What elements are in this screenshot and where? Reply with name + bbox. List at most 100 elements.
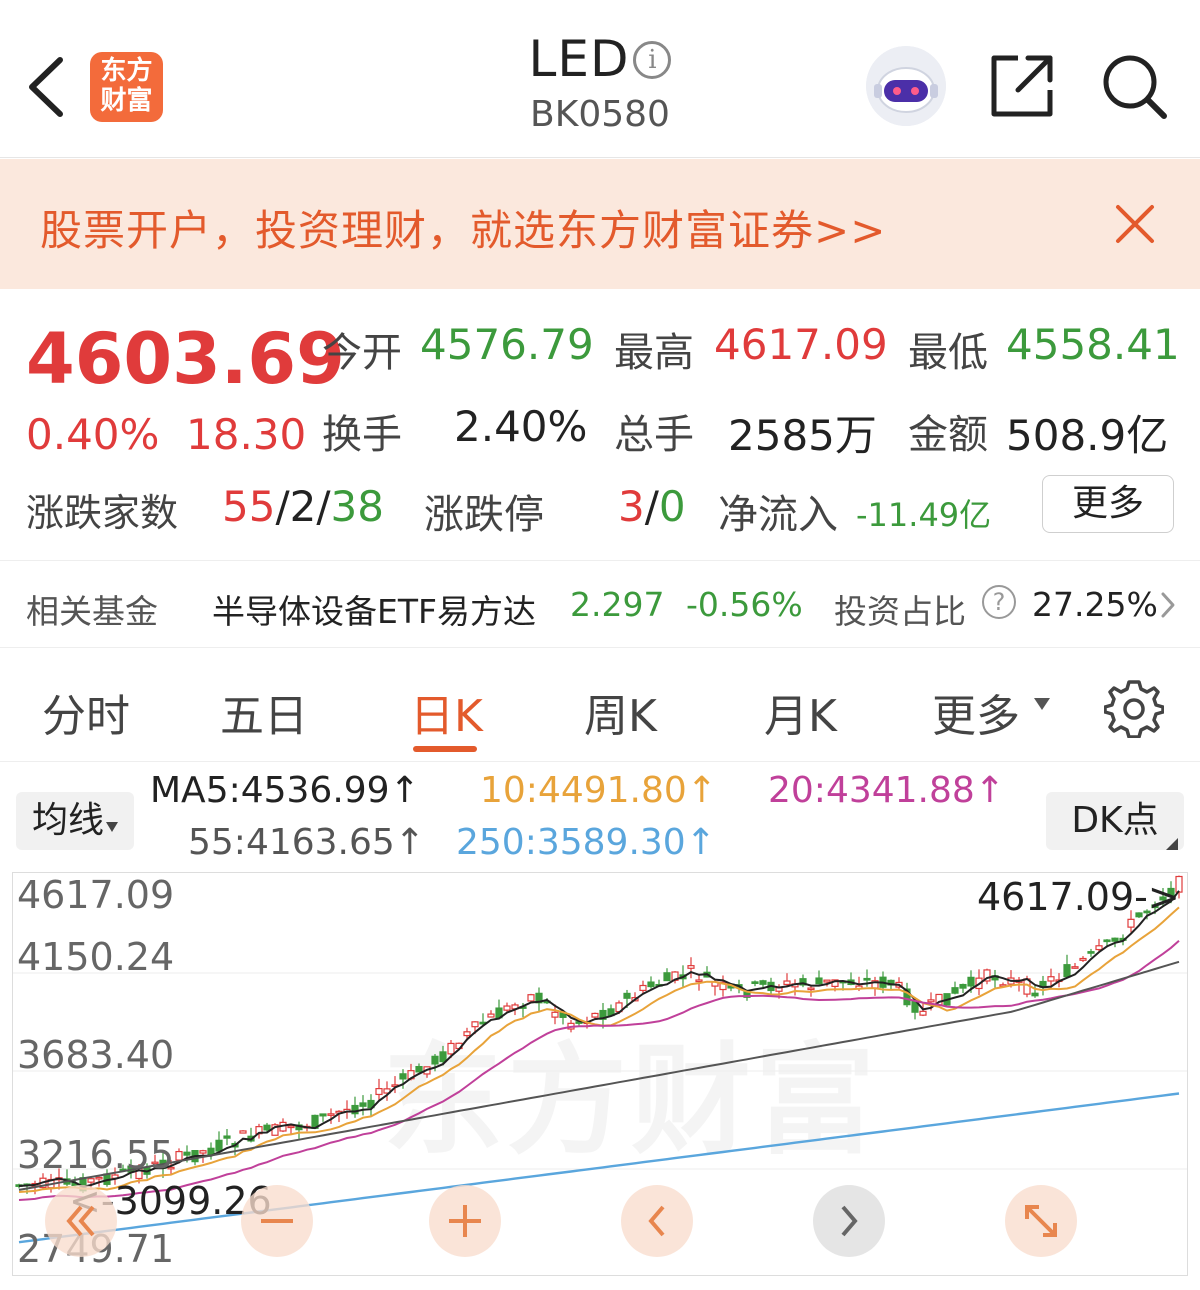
help-icon[interactable]: ?	[982, 585, 1016, 619]
tab-monthly-k[interactable]: 月K	[764, 691, 837, 742]
app-logo[interactable]: 东方 财富	[90, 52, 163, 122]
low-value: 4558.41	[1006, 320, 1180, 369]
kline-chart[interactable]: 东方财富 4617.09 4150.24 3683.40 3216.55 274…	[12, 872, 1188, 1276]
breadth-flat: 2	[289, 482, 317, 531]
info-icon[interactable]: i	[633, 41, 672, 79]
change-amount: 18.30	[186, 410, 307, 459]
limit-label: 涨跌停	[424, 492, 544, 538]
limit-sep: /	[644, 482, 659, 531]
tab-weekly-k[interactable]: 周K	[584, 691, 657, 742]
candle-body	[175, 1150, 183, 1161]
ma5-line	[18, 890, 1180, 1188]
double-left-icon	[66, 1205, 95, 1237]
low-label: 最低	[908, 330, 988, 376]
promo-banner[interactable]: 股票开户，投资理财，就选东方财富证券>>	[0, 159, 1200, 289]
candle-body	[367, 1099, 375, 1109]
candle-body	[799, 978, 807, 986]
share-icon[interactable]	[988, 52, 1056, 120]
candle-body	[151, 1161, 159, 1165]
candle-body	[503, 1005, 511, 1011]
ratio-label: 投资占比	[834, 592, 966, 631]
kline-svg	[13, 875, 1187, 1244]
volume-value: 2585万	[728, 411, 877, 460]
breadth-up: 55	[222, 482, 276, 531]
fund-change: -0.56%	[686, 585, 803, 624]
max-price-label: 4617.09	[977, 875, 1135, 919]
ma20-line	[18, 939, 1180, 1201]
minus-icon	[261, 1219, 293, 1223]
limit-values: 3/0	[618, 482, 686, 531]
candle-body	[1159, 896, 1167, 901]
caret-down-icon	[1034, 698, 1050, 710]
candle-body	[431, 1055, 439, 1065]
candle-body	[959, 983, 967, 989]
fullscreen-button[interactable]	[1005, 1185, 1077, 1257]
ma10-value: 10:4491.80↑	[480, 770, 717, 811]
left-icon	[648, 1205, 665, 1237]
y-tick-label: 3683.40	[17, 1033, 175, 1077]
scroll-left-button[interactable]	[621, 1185, 693, 1257]
ma55-line	[18, 960, 1180, 1191]
high-label: 最高	[614, 330, 694, 376]
zoom-out-button[interactable]	[241, 1185, 313, 1257]
indicator-strip	[0, 1276, 1200, 1290]
candle-body	[1167, 887, 1175, 897]
candle-body	[199, 1150, 207, 1154]
related-fund-row[interactable]: 相关基金 半导体设备ETF易方达 2.297 -0.56% 投资占比 ? 27.…	[0, 560, 1200, 648]
ma5-value: MA5:4536.99↑	[150, 770, 420, 811]
tab-five-day[interactable]: 五日	[220, 691, 308, 742]
candle-body	[223, 1135, 231, 1139]
tab-daily-k[interactable]: 日K	[410, 691, 483, 742]
netflow-value: -11.49亿	[856, 496, 992, 534]
candle-body	[447, 1042, 455, 1055]
candle-body	[807, 987, 815, 991]
candle-body	[327, 1113, 335, 1116]
candle-body	[919, 1010, 927, 1016]
y-tick-label: 4150.24	[17, 935, 175, 979]
breadth-down: 38	[330, 482, 384, 531]
candle-body	[1135, 912, 1143, 918]
zoom-in-button[interactable]	[429, 1185, 501, 1257]
chevron-right-icon[interactable]	[1160, 591, 1176, 619]
fund-name[interactable]: 半导体设备ETF易方达	[212, 592, 536, 631]
tab-intraday[interactable]: 分时	[42, 691, 130, 742]
candle-body	[1087, 951, 1095, 954]
breadth-values: 55/2/38	[222, 482, 384, 531]
candle-body	[815, 977, 823, 985]
caret-down-icon	[106, 822, 118, 832]
ma250-line	[18, 1092, 1180, 1244]
quote-panel: 4603.69 0.40% 18.30 今开 4576.79 最高 4617.0…	[0, 290, 1200, 558]
period-tabs: 分时 五日 日K 周K 月K 更多	[0, 650, 1200, 762]
gear-icon[interactable]	[1104, 678, 1164, 738]
breadth-label: 涨跌家数	[26, 491, 179, 535]
robot-avatar-icon[interactable]	[866, 46, 946, 126]
candle-body	[903, 988, 911, 1006]
right-icon	[841, 1205, 858, 1237]
ma10-line	[18, 906, 1180, 1193]
candle-body	[759, 980, 767, 985]
turnover-value: 2.40%	[454, 402, 588, 451]
candle-body	[471, 1021, 479, 1028]
candle-body	[967, 976, 975, 987]
watermark: 东方财富	[383, 1003, 879, 1177]
search-icon[interactable]	[1100, 52, 1170, 122]
y-tick-label: 3216.55	[17, 1133, 175, 1177]
change-percent: 0.40%	[26, 410, 160, 459]
candle-body	[823, 979, 831, 983]
scroll-right-button[interactable]	[813, 1185, 885, 1257]
amount-value: 508.9亿	[1006, 411, 1169, 460]
expand-icon	[1025, 1205, 1057, 1237]
top-nav-bar: 东方 财富 LED i BK0580	[0, 0, 1200, 158]
candle-body	[1103, 939, 1111, 943]
ma-selector[interactable]: 均线	[16, 792, 134, 850]
tab-more[interactable]: 更多	[932, 691, 1020, 742]
banner-text[interactable]: 股票开户，投资理财，就选东方财富证券>>	[40, 206, 887, 255]
chevron-left-icon[interactable]	[22, 52, 72, 122]
title-block: LED i BK0580	[420, 30, 780, 135]
dk-point-button[interactable]: DK点	[1046, 792, 1184, 850]
candle-body	[1127, 918, 1135, 928]
scroll-left-fast-button[interactable]	[45, 1185, 117, 1257]
close-icon[interactable]	[1114, 203, 1156, 245]
candle-body	[351, 1104, 359, 1115]
more-button[interactable]: 更多	[1042, 475, 1174, 533]
